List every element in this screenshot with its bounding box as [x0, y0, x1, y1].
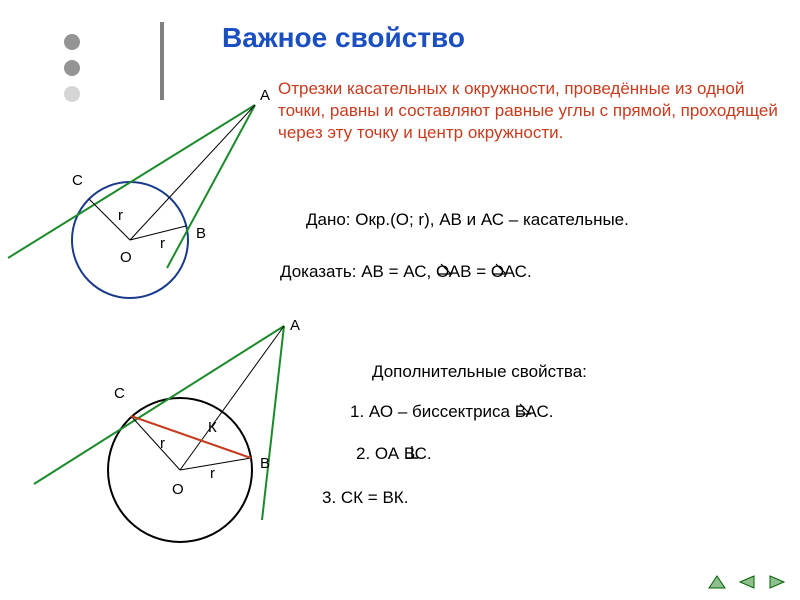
svg-text:r: r: [160, 235, 165, 252]
svg-text:r: r: [118, 207, 123, 224]
theorem-text: Отрезки касательных к окружности, провед…: [278, 78, 778, 144]
svg-text:А: А: [290, 317, 300, 334]
svg-text:В: В: [196, 225, 206, 242]
svg-text:С: С: [72, 172, 83, 189]
given-text: Дано: Окр.(О; r), АВ и АС – касательные.: [306, 210, 629, 230]
svg-text:В: В: [260, 455, 270, 472]
svg-text:С: С: [114, 385, 125, 402]
diagram-2: А В С О К r r: [0, 290, 340, 590]
svg-text:О: О: [172, 481, 184, 498]
extra-title: Дополнительные свойства:: [372, 362, 587, 382]
nav-buttons: [704, 572, 790, 592]
nav-home-button[interactable]: [704, 572, 730, 592]
svg-text:r: r: [160, 435, 165, 452]
property-1: 1. АО – биссектриса ВАС.: [350, 402, 553, 422]
page-title: Важное свойство: [222, 22, 465, 54]
nav-next-button[interactable]: [764, 572, 790, 592]
nav-prev-button[interactable]: [734, 572, 760, 592]
svg-text:А: А: [260, 87, 270, 104]
svg-text:К: К: [208, 419, 217, 436]
property-2: 2. ОА ВС.: [356, 444, 432, 464]
svg-text:r: r: [210, 465, 215, 482]
svg-text:О: О: [120, 249, 132, 266]
